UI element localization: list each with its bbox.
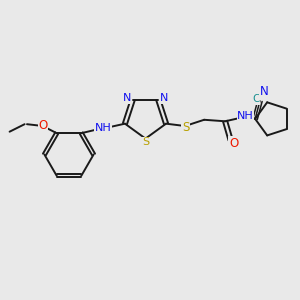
Text: C: C (252, 94, 260, 104)
Text: N: N (159, 93, 168, 103)
Text: O: O (39, 119, 48, 132)
Text: S: S (142, 137, 149, 147)
Text: NH: NH (95, 123, 112, 134)
Text: N: N (260, 85, 269, 98)
Text: NH: NH (237, 111, 254, 121)
Text: S: S (182, 121, 189, 134)
Text: O: O (229, 137, 238, 150)
Text: N: N (123, 93, 132, 103)
